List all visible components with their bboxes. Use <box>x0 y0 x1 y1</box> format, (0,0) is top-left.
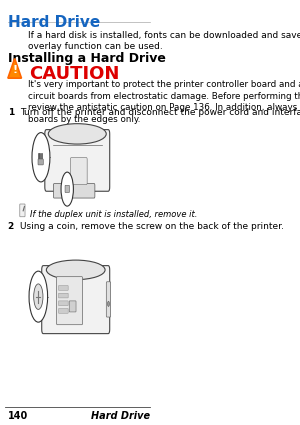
FancyBboxPatch shape <box>38 159 43 165</box>
Circle shape <box>61 172 74 206</box>
Text: 2: 2 <box>8 222 14 231</box>
Circle shape <box>107 301 110 306</box>
Text: Hard Drive: Hard Drive <box>8 15 100 30</box>
Text: Installing a Hard Drive: Installing a Hard Drive <box>8 52 166 65</box>
FancyBboxPatch shape <box>58 309 68 313</box>
FancyBboxPatch shape <box>70 158 87 184</box>
Text: If the duplex unit is installed, remove it.: If the duplex unit is installed, remove … <box>30 210 197 219</box>
Text: 140: 140 <box>8 411 28 421</box>
FancyBboxPatch shape <box>58 301 68 306</box>
Ellipse shape <box>46 260 105 280</box>
Circle shape <box>29 271 48 322</box>
Text: Using a coin, remove the screw on the back of the printer.: Using a coin, remove the screw on the ba… <box>20 222 284 231</box>
Circle shape <box>34 284 43 309</box>
Polygon shape <box>8 59 22 78</box>
Text: Hard Drive: Hard Drive <box>91 411 150 421</box>
FancyBboxPatch shape <box>65 185 69 193</box>
FancyBboxPatch shape <box>69 301 76 312</box>
Text: It's very important to protect the printer controller board and any associated
c: It's very important to protect the print… <box>28 80 300 124</box>
FancyBboxPatch shape <box>53 184 95 198</box>
FancyBboxPatch shape <box>57 277 83 325</box>
Text: !: ! <box>12 65 17 75</box>
FancyBboxPatch shape <box>58 293 68 298</box>
Ellipse shape <box>48 124 106 144</box>
Text: 1: 1 <box>8 108 14 117</box>
FancyBboxPatch shape <box>58 286 68 290</box>
Text: Turn off the printer and disconnect the power cord and interface cables.: Turn off the printer and disconnect the … <box>20 108 300 117</box>
Text: If a hard disk is installed, fonts can be downloaded and saved, and the
overlay : If a hard disk is installed, fonts can b… <box>28 31 300 51</box>
FancyBboxPatch shape <box>45 130 110 191</box>
Text: CAUTION: CAUTION <box>29 65 120 82</box>
FancyBboxPatch shape <box>20 204 25 217</box>
FancyBboxPatch shape <box>106 282 111 317</box>
Circle shape <box>32 133 50 182</box>
FancyBboxPatch shape <box>42 266 110 334</box>
